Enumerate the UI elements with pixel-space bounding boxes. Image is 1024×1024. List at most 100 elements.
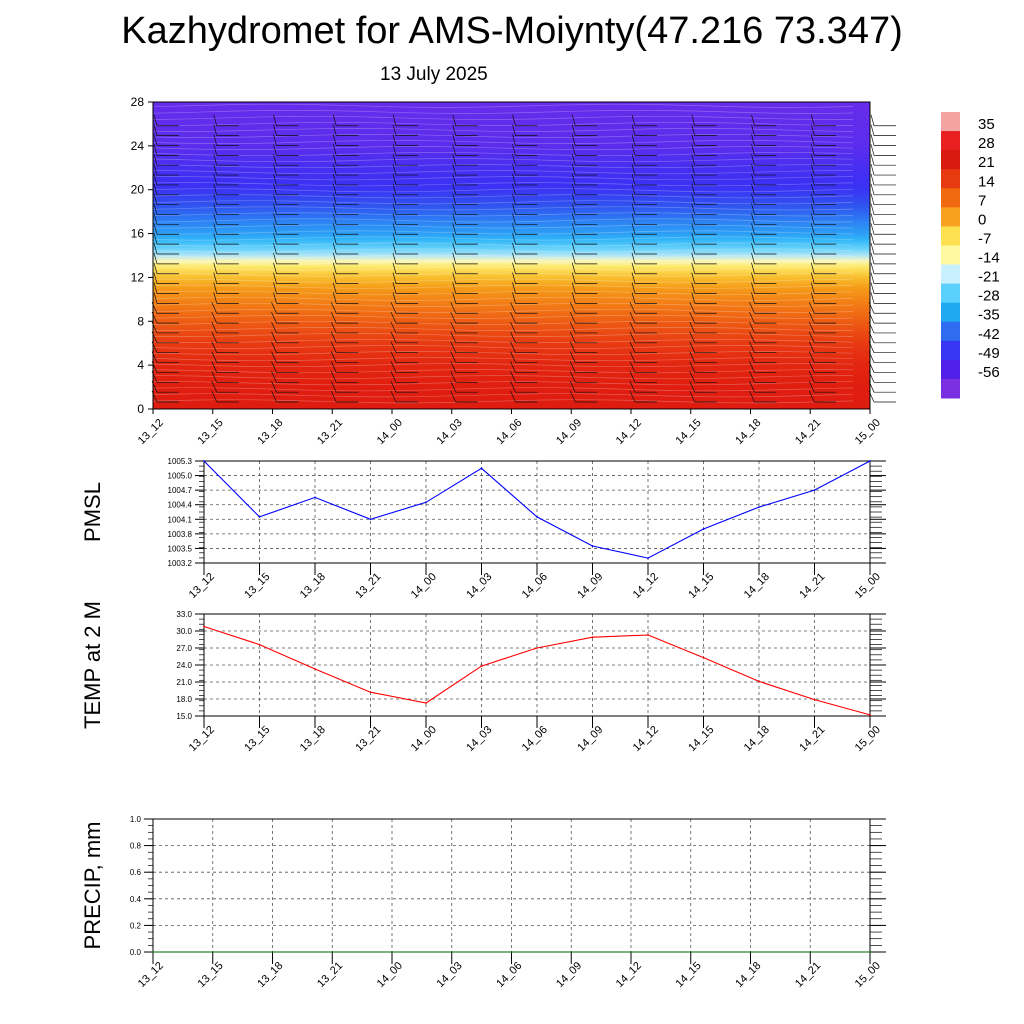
wind-barb-shaft (749, 361, 755, 373)
wind-barb-shaft (330, 381, 337, 393)
wind-barb-shaft (392, 144, 397, 156)
wind-barb-shaft (211, 390, 218, 403)
panel2-x-tick-label: 13_21 (353, 724, 383, 754)
wind-barb-shaft (452, 183, 457, 195)
wind-barb-shaft (273, 193, 277, 205)
wind-barb-shaft (810, 163, 815, 176)
wind-barb-shaft (691, 134, 696, 146)
heatmap-x-tick-label: 15_00 (853, 417, 883, 447)
wind-barb-shaft (512, 242, 516, 255)
heatmap-contour (152, 242, 854, 247)
panel1-data-point (647, 557, 649, 559)
wind-barb-shaft (870, 233, 875, 245)
wind-barb-shaft (452, 203, 457, 215)
heatmap-contour (152, 393, 854, 398)
wind-barb-shaft (571, 163, 576, 176)
wind-barb-shaft (631, 144, 636, 156)
heatmap-contour (152, 248, 854, 253)
wind-barb-shaft (392, 154, 397, 166)
wind-barb-shaft (569, 351, 576, 363)
heatmap-contour (152, 212, 854, 217)
wind-barb-shaft (512, 262, 516, 274)
heatmap-x-tick-label: 14_09 (554, 417, 584, 447)
wind-barb-shaft (629, 371, 636, 383)
colorbar-segment (941, 340, 960, 361)
wind-barb-shaft (512, 213, 516, 225)
wind-barb-shaft (452, 252, 457, 264)
heatmap-contour (152, 333, 854, 337)
colorbar-label: -21 (978, 269, 1000, 286)
wind-barb-shaft (273, 233, 277, 245)
wind-barb-shaft (452, 282, 457, 294)
wind-barb-shaft (631, 272, 636, 284)
wind-barb-shaft (810, 114, 815, 126)
panel3-y-tick-label: 1.0 (130, 815, 142, 824)
heatmap-y-tick-label: 8 (137, 314, 144, 328)
wind-barb-shaft (808, 390, 815, 403)
panel1-x-tick-label: 14_21 (797, 571, 827, 601)
colorbar-segment (941, 359, 960, 380)
wind-barb-shaft (629, 311, 636, 324)
wind-barb-shaft (870, 282, 875, 294)
wind-barb-shaft (569, 371, 576, 383)
panel1-y-tick-label: 1004.7 (168, 486, 193, 495)
wind-barb-shaft (512, 124, 516, 136)
heatmap-contour (152, 152, 854, 157)
wind-barb-shaft (512, 292, 516, 304)
wind-barb-shaft (749, 331, 755, 343)
wind-barb-shaft (211, 321, 218, 334)
wind-barb-shaft (273, 144, 277, 156)
panel3-data-point (271, 951, 274, 953)
colorbar-segment (941, 264, 960, 285)
panel1-x-tick-label: 13_15 (242, 571, 272, 601)
wind-barb-shaft (332, 114, 337, 126)
wind-barb-shaft (450, 390, 457, 403)
wind-barb-shaft (751, 272, 755, 284)
panel1-y-tick-label: 1004.1 (168, 515, 193, 524)
heatmap-contour (152, 109, 854, 114)
panel2-y-tick-label: 18.0 (176, 695, 192, 704)
colorbar-segment (941, 226, 960, 246)
wind-barb-shaft (810, 272, 815, 284)
wind-barb-shaft (870, 124, 875, 136)
panel3-x-tick-label: 14_00 (375, 960, 405, 990)
heatmap-x-tick-label: 13_18 (255, 417, 285, 447)
panel1-x-tick-label: 15_00 (853, 571, 883, 601)
panel1-data-point (813, 489, 816, 491)
wind-barb-shaft (273, 282, 277, 294)
wind-barb-shaft (452, 262, 457, 274)
wind-barb-shaft (749, 351, 755, 363)
wind-barb-shaft (510, 371, 516, 383)
wind-barb-shaft (510, 331, 516, 343)
wind-barb-shaft (213, 203, 218, 215)
wind-barb-shaft (870, 242, 875, 255)
wind-barb-shaft (452, 223, 457, 235)
wind-barb-shaft (510, 321, 516, 334)
wind-barb-shaft (870, 193, 875, 205)
panel1-data-point (258, 516, 261, 518)
panel3-data-point (689, 951, 692, 953)
wind-barb-shaft (390, 361, 397, 373)
wind-barb-shaft (213, 144, 218, 156)
wind-barb-shaft (392, 282, 397, 294)
wind-barb-shaft (153, 134, 158, 146)
wind-barb-shaft (810, 173, 815, 186)
panel1-x-tick-label: 13_21 (353, 571, 383, 601)
wind-barb-shaft (810, 183, 815, 195)
wind-barb-shaft (510, 381, 516, 393)
colorbar-label: 14 (978, 173, 995, 190)
wind-barb-shaft (571, 134, 576, 146)
wind-barb-shaft (332, 134, 337, 146)
wind-barb-shaft (153, 163, 158, 176)
panel1-x-tick-label: 14_12 (631, 571, 661, 601)
panel3-data-point (450, 951, 453, 953)
wind-barb-shaft (211, 341, 218, 353)
heatmap-contour (152, 121, 854, 126)
panel2-data-point (591, 636, 594, 639)
wind-barb-shaft (571, 262, 576, 274)
panel2-data-point (647, 634, 649, 636)
wind-barb-shaft (691, 262, 696, 274)
wind-barb-shaft (751, 262, 755, 274)
heatmap-contour (152, 260, 854, 265)
